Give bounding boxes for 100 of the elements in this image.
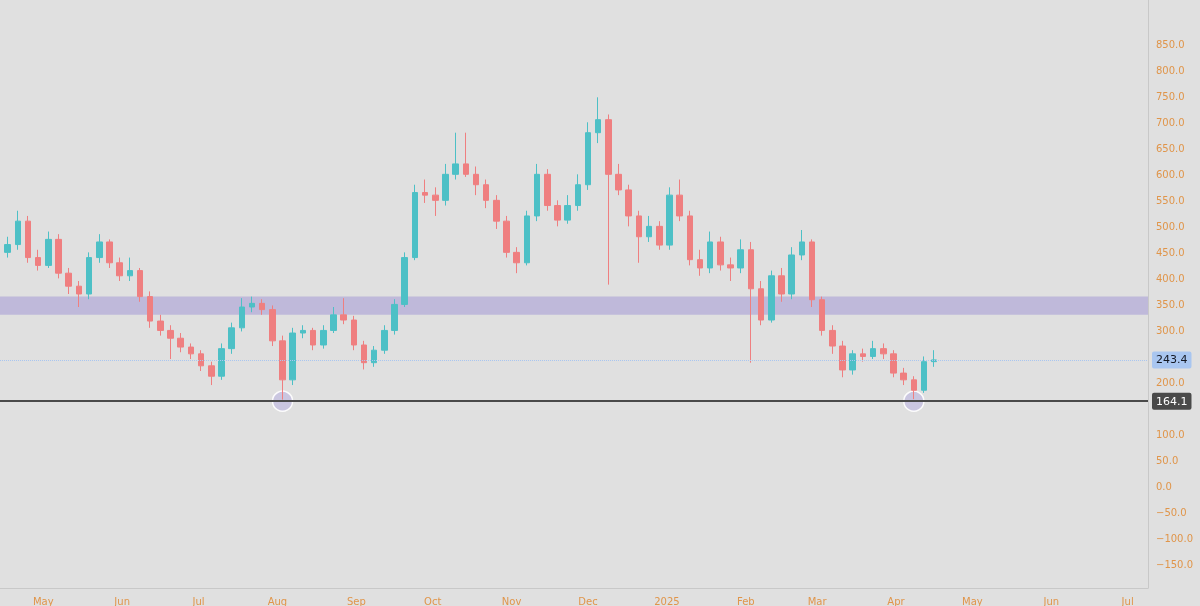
ref-line-label: 164.1 [1156,394,1188,408]
y-tick-label: 750.0 [1156,90,1185,102]
candlestick [870,340,876,360]
candlestick [524,210,530,266]
x-tick-label: Jun [1042,595,1060,606]
y-tick-label: −150.0 [1156,559,1194,571]
y-tick-label: 700.0 [1156,116,1185,128]
candlestick [727,257,734,282]
candlestick [503,215,510,259]
candlestick [748,241,754,364]
candlestick [839,340,846,378]
candlestick [361,340,367,370]
y-tick-label: 300.0 [1156,324,1185,336]
y-tick-label: 200.0 [1156,376,1185,388]
candlestick [65,267,72,295]
candlestick [412,184,418,261]
candlestick [249,296,255,313]
x-tick-label: Mar [807,595,828,606]
candlestick [320,324,327,350]
candlestick [778,267,785,303]
candlestick [269,304,276,347]
candlestick [147,290,153,329]
candlestick [554,199,561,227]
candlestick [921,355,927,394]
candlestick [687,210,693,266]
y-tick-label: 500.0 [1156,220,1185,232]
y-tick-label: 800.0 [1156,64,1185,76]
candlestick [900,367,907,386]
y-tick-label: −100.0 [1156,533,1194,545]
candlestick [351,315,357,351]
candlestick [116,257,123,282]
x-tick-label: Jul [1120,595,1134,606]
y-tick-label: 600.0 [1156,168,1185,180]
x-tick-label: Oct [424,595,442,606]
x-tick-label: Jul [191,595,205,606]
candlestick [401,251,408,308]
candlestick [707,231,713,274]
candlestick [300,324,306,339]
candlestick [442,163,449,207]
candlestick [585,121,591,191]
candlestick [809,238,815,308]
y-tick-label: 50.0 [1156,455,1179,467]
candlestick [106,238,113,269]
candlestick [259,298,265,316]
candlestick [239,297,245,332]
candlestick [829,324,836,355]
candlestick [605,113,612,286]
x-tick-label: Feb [736,595,755,606]
y-tick-label: −50.0 [1156,507,1187,519]
candlestick [483,179,489,209]
candlestick [625,184,632,227]
x-tick-label: Dec [578,595,598,606]
candlestick [615,163,622,196]
candlestick [188,342,194,360]
candlestick [799,229,805,261]
candlestick [819,296,825,337]
candlestick [717,236,724,272]
candlestick [279,335,286,401]
candlestick [737,238,744,274]
candlestick [564,194,571,225]
candlestick [35,249,41,272]
candlestick [656,220,663,251]
candlestick [534,163,540,222]
candlestick [371,345,377,368]
candlestick [768,270,775,324]
candlestick [432,186,439,217]
candlestick [340,297,347,325]
candlestick [330,306,337,334]
y-tick-label: 850.0 [1156,38,1185,50]
candlestick [157,314,164,337]
x-tick-label: Jun [113,595,130,606]
candlestick [310,327,316,351]
candlestick [697,249,703,277]
candlestick [788,246,795,300]
y-tick-label: 0.0 [1156,481,1172,493]
candlestick [228,322,235,355]
candlestick [646,215,652,243]
y-tick-label: 450.0 [1156,246,1185,258]
candlestick [25,215,31,264]
candlestick [493,194,500,230]
candlestick [289,327,296,386]
candlestick [880,342,887,360]
y-tick-label: 350.0 [1156,298,1185,310]
candlestick [676,179,683,222]
candlestick [473,166,479,196]
candlestick [15,210,21,251]
y-tick-label: 400.0 [1156,272,1185,284]
candlestick [391,298,398,336]
candlestick [96,233,103,264]
ref-line-label: 243.4 [1156,353,1188,367]
candlestick [218,342,225,381]
candlestick [55,233,62,279]
candlestick [890,349,897,378]
x-tick-label: Aug [267,595,288,606]
candlestick [4,236,11,259]
candlestick [595,96,601,144]
candlestick [381,324,388,355]
candlestick [666,186,673,251]
candlestick [86,251,92,300]
candlestick [198,349,204,372]
